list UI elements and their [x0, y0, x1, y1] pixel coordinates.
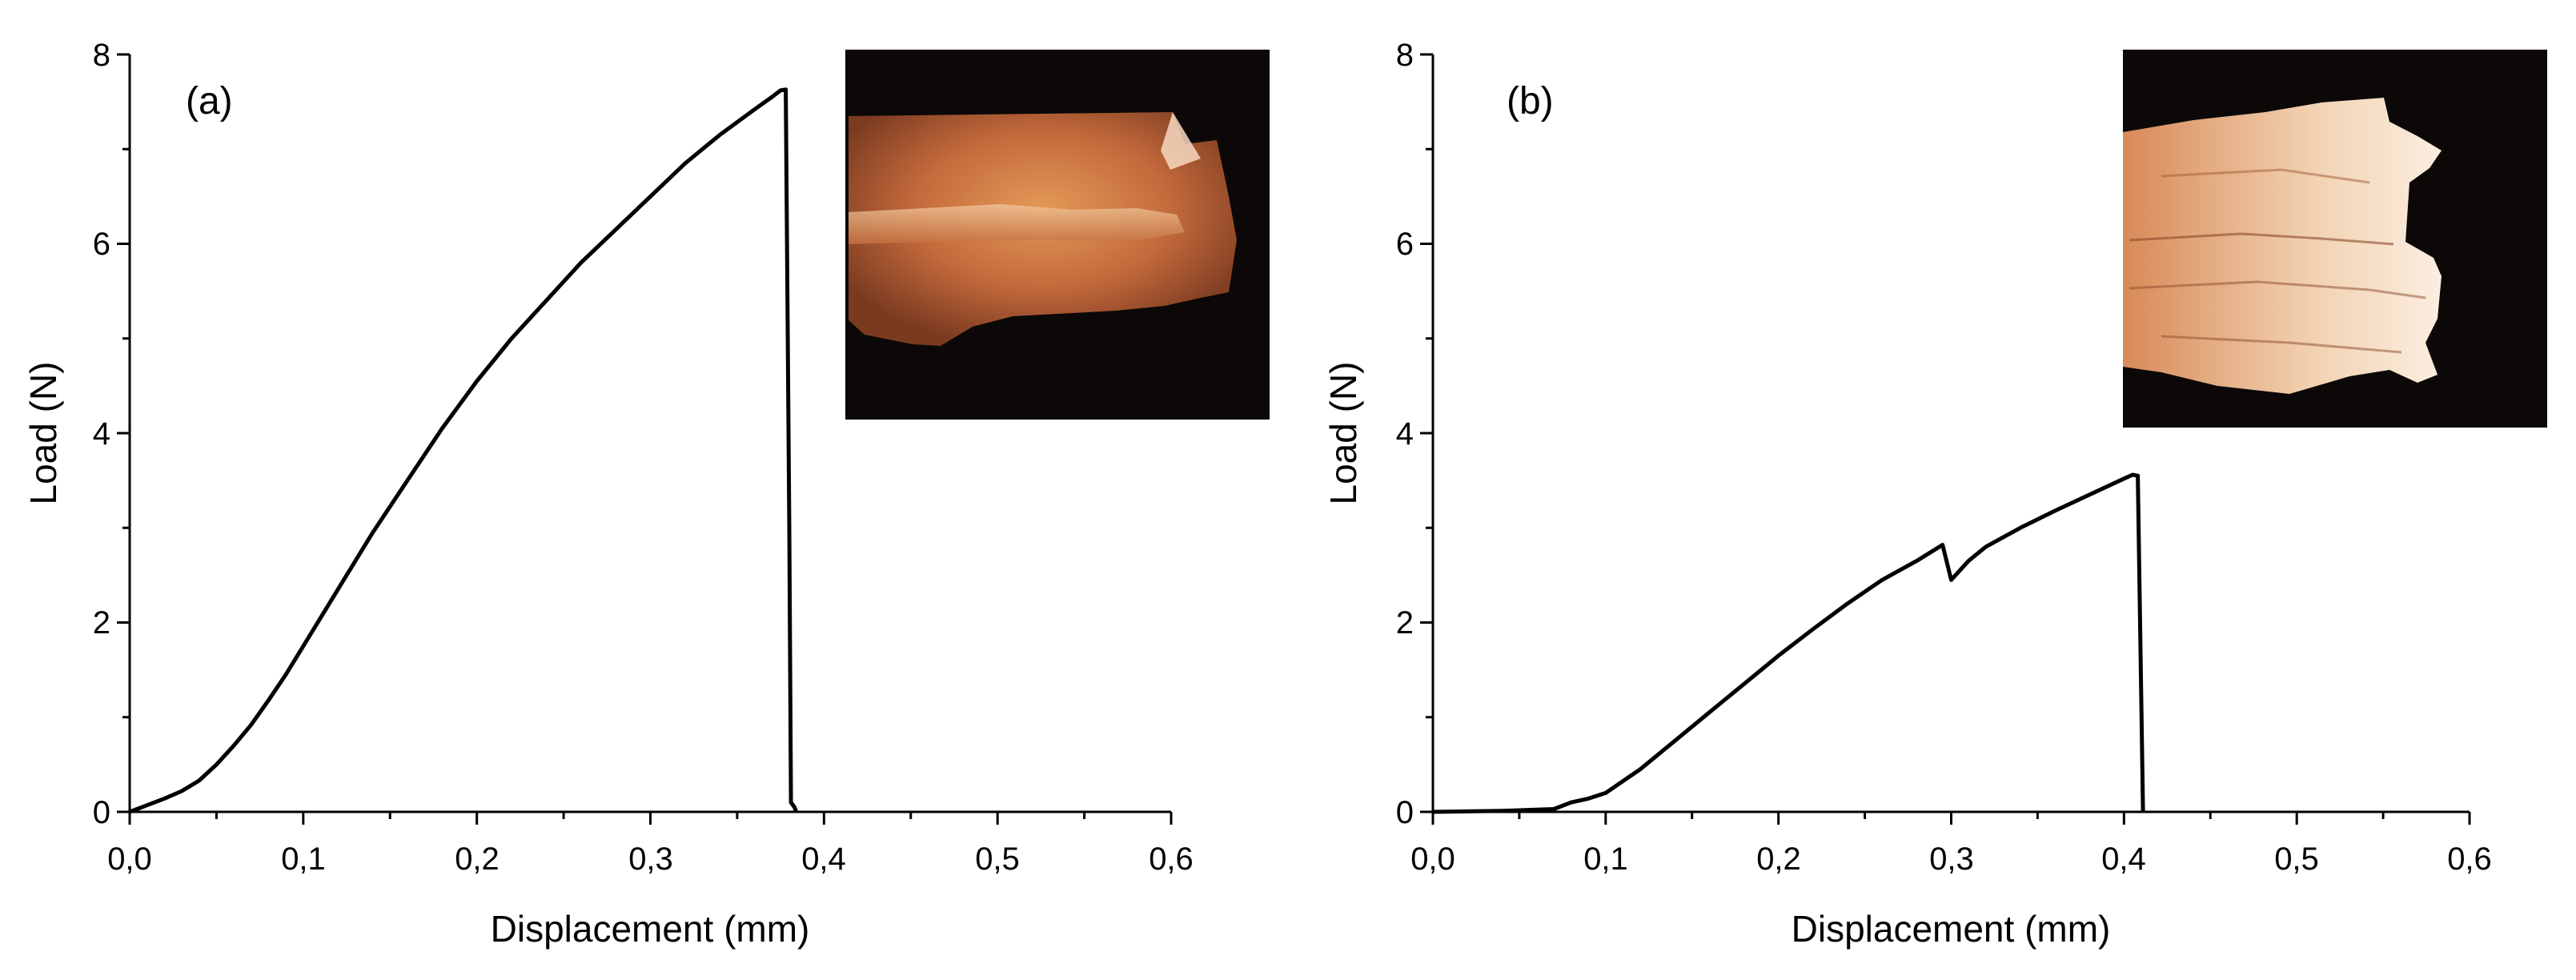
fiber-strand [2129, 280, 2426, 299]
fiber-strand [2129, 232, 2394, 246]
panel-label: (a) [186, 80, 233, 122]
x-tick-label: 0,1 [281, 841, 326, 877]
fracture-photo-b [2123, 50, 2547, 428]
load-displacement-line [129, 87, 798, 814]
x-tick-label: 0,3 [628, 841, 673, 877]
x-tick-label: 0,2 [455, 841, 500, 877]
fracture-photo-a [845, 50, 1270, 420]
panel-a: 0 2 4 6 8 0,0 0,1 0,2 0,3 0,4 0,5 0,6 Di… [22, 38, 1270, 950]
x-tick-label: 0,0 [1410, 841, 1455, 877]
x-tick-label: 0,1 [1583, 841, 1628, 877]
x-tick-label: 0,4 [2101, 841, 2146, 877]
y-tick-label: 8 [93, 38, 110, 73]
fiber-tip [1161, 112, 1201, 170]
y-tick-label: 6 [1396, 227, 1414, 262]
fiber-highlight [849, 204, 1185, 244]
x-tick-label: 0,4 [801, 841, 846, 877]
x-axis-title: Displacement (mm) [491, 908, 810, 950]
x-tick-label: 0,3 [1929, 841, 1974, 877]
fiber-strand [2161, 335, 2402, 354]
x-tick-label: 0,6 [1149, 841, 1194, 877]
y-tick-label: 8 [1396, 38, 1414, 73]
y-tick-label: 4 [93, 416, 110, 452]
y-tick-label: 2 [93, 605, 110, 641]
x-tick-label: 0,5 [2274, 841, 2319, 877]
y-tick-label: 0 [93, 795, 110, 830]
y-axis-title: Load (N) [1322, 362, 1364, 505]
x-tick-label: 0,2 [1756, 841, 1801, 877]
axis-ticks [117, 53, 1173, 825]
panel-label: (b) [1507, 80, 1554, 122]
x-tick-label: 0,6 [2447, 841, 2492, 877]
y-tick-label: 2 [1396, 605, 1414, 641]
axis-ticks [1420, 53, 2471, 825]
x-tick-label: 0,5 [975, 841, 1020, 877]
panel-b: 0 2 4 6 8 0,0 0,1 0,2 0,3 0,4 0,5 0,6 Di… [1322, 38, 2547, 950]
x-axis-title: Displacement (mm) [1792, 908, 2111, 950]
x-tick-label: 0,0 [107, 841, 152, 877]
y-tick-label: 4 [1396, 416, 1414, 452]
y-axis-title: Load (N) [22, 362, 64, 505]
load-displacement-line [1432, 472, 2145, 814]
fiber-strand [2161, 168, 2370, 184]
y-tick-label: 0 [1396, 795, 1414, 830]
fiber-bundle [2123, 98, 2442, 394]
y-tick-label: 6 [93, 227, 110, 262]
